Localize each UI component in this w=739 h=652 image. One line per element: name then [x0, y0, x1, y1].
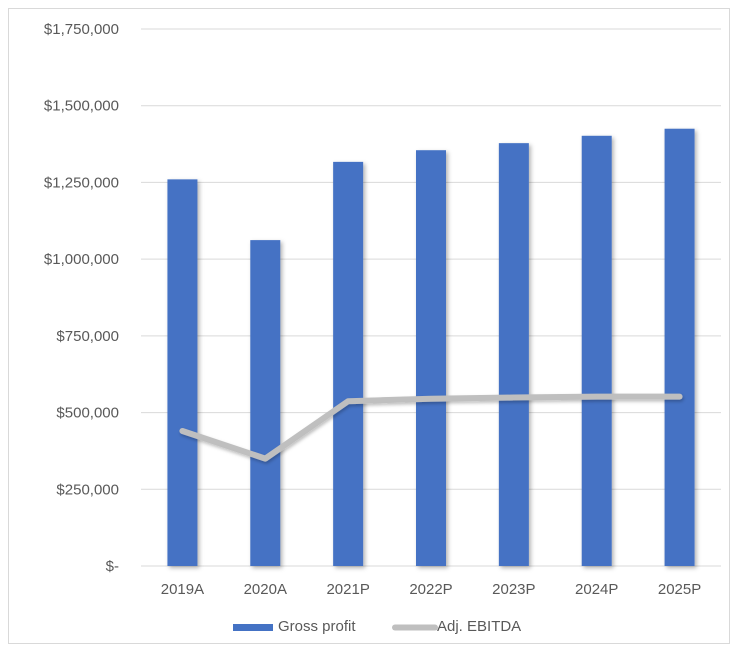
- x-tick-label: 2024P: [575, 581, 618, 598]
- y-tick-label: $750,000: [56, 328, 119, 345]
- bar-gross-profit: [250, 240, 281, 566]
- line-point-adj-ebitda: [430, 398, 432, 400]
- line-point-adj-ebitda: [513, 397, 515, 399]
- line-point-adj-ebitda: [264, 458, 266, 460]
- bar-series: [167, 128, 695, 567]
- bar-gross-profit: [581, 135, 612, 566]
- x-tick-label: 2025P: [658, 581, 701, 598]
- line-point-adj-ebitda: [181, 430, 183, 432]
- x-tick-label: 2023P: [492, 581, 535, 598]
- x-tick-label: 2019A: [161, 581, 204, 598]
- x-tick-label: 2020A: [244, 581, 287, 598]
- legend-swatch-gross-profit: [233, 624, 273, 631]
- bar-gross-profit: [167, 179, 198, 567]
- bar-gross-profit: [498, 143, 529, 566]
- y-axis-tick-labels: $- $250,000 $500,000 $750,000 $1,000,000 $1,2…: [44, 21, 119, 575]
- y-tick-label: $-: [106, 558, 119, 575]
- y-tick-label: $1,000,000: [44, 251, 119, 268]
- y-tick-label: $500,000: [56, 405, 119, 422]
- y-tick-label: $1,250,000: [44, 174, 119, 191]
- bar-gross-profit: [416, 150, 446, 567]
- x-tick-label: 2021P: [326, 581, 369, 598]
- bar-gross-profit: [333, 161, 364, 566]
- legend-label-adj-ebitda: Adj. EBITDA: [437, 618, 521, 635]
- line-series: [179, 393, 683, 462]
- combo-chart: $- $250,000 $500,000 $750,000 $1,000,000 $1,2…: [44, 21, 721, 635]
- y-tick-label: $250,000: [56, 481, 119, 498]
- x-tick-label: 2022P: [409, 581, 452, 598]
- line-point-adj-ebitda: [347, 400, 349, 402]
- legend: Gross profit Adj. EBITDA: [233, 618, 521, 635]
- bar-gross-profit: [664, 128, 695, 566]
- chart-frame: $- $250,000 $500,000 $750,000 $1,000,000 $1,2…: [8, 8, 730, 644]
- x-axis-tick-labels: 2019A 2020A 2021P 2022P 2023P 2024P 2025P: [161, 581, 702, 598]
- y-tick-label: $1,750,000: [44, 21, 119, 38]
- legend-label-gross-profit: Gross profit: [278, 618, 356, 635]
- line-point-adj-ebitda: [596, 396, 598, 398]
- y-tick-label: $1,500,000: [44, 98, 119, 115]
- line-point-adj-ebitda: [679, 396, 681, 398]
